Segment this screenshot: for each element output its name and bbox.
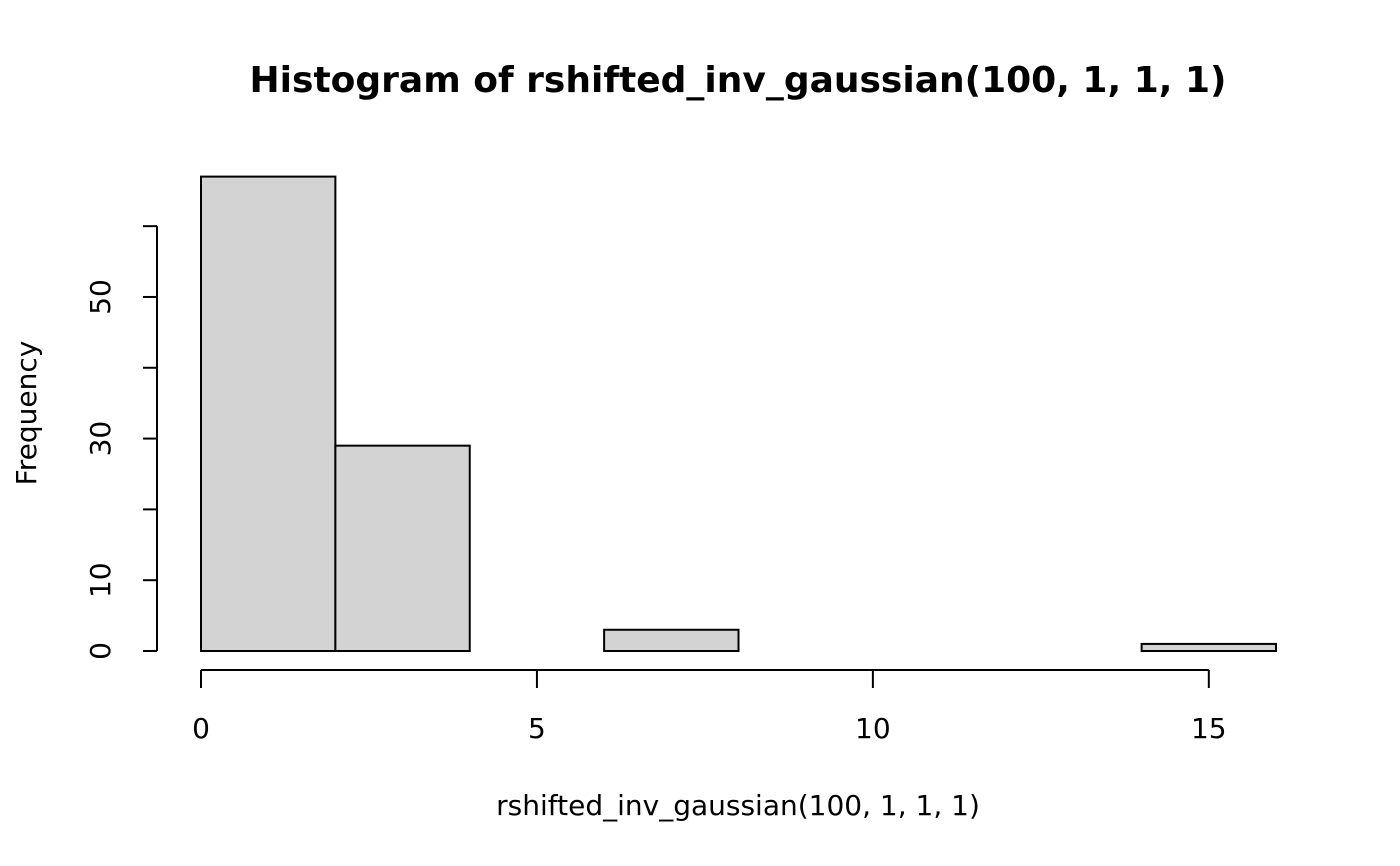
chart-title: Histogram of rshifted_inv_gaussian(100, … xyxy=(250,60,1227,101)
y-axis-label: Frequency xyxy=(10,341,43,486)
x-tick-label: 0 xyxy=(192,712,210,745)
x-tick-label: 5 xyxy=(528,712,546,745)
bar xyxy=(1140,642,1277,652)
bar xyxy=(200,175,337,652)
y-tick-label: 30 xyxy=(84,421,117,457)
bar xyxy=(334,444,471,652)
x-tick-label: 15 xyxy=(1191,712,1227,745)
x-tick-label: 10 xyxy=(855,712,891,745)
y-tick-label: 0 xyxy=(84,642,117,660)
y-tick-label: 50 xyxy=(84,279,117,315)
x-axis-label: rshifted_inv_gaussian(100, 1, 1, 1) xyxy=(496,789,980,822)
y-tick-label: 10 xyxy=(84,562,117,598)
bar xyxy=(603,628,740,652)
